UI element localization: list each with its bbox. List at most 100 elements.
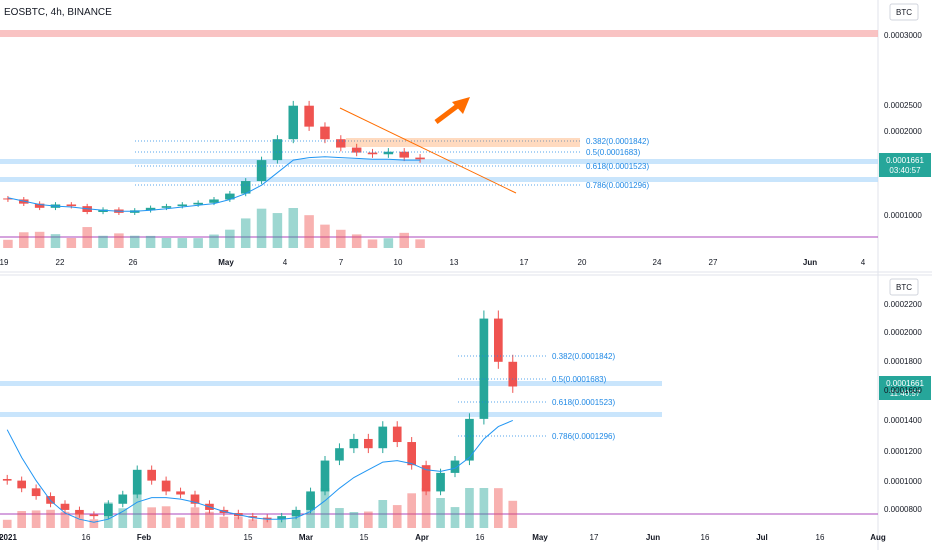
fib-level-label: 0.5(0.0001683) [552, 375, 607, 384]
candle-body [31, 488, 41, 497]
volume-bar [415, 239, 425, 248]
arrow-head [452, 97, 470, 114]
volume-bar [190, 507, 200, 528]
candle-body [145, 207, 156, 211]
y-tick-label: 0.0000800 [884, 505, 922, 514]
volume-bar [383, 238, 394, 248]
volume-bar [118, 508, 128, 528]
candle-body [104, 503, 113, 517]
candle-body [399, 151, 409, 158]
y-tick-label: 0.0002000 [884, 127, 922, 136]
candle-body [225, 193, 235, 200]
x-tick-label: 24 [653, 258, 662, 267]
volume-bar [34, 231, 45, 248]
arrow-shaft [434, 102, 462, 124]
candle-body [335, 448, 344, 461]
candle-body [450, 460, 460, 473]
x-tick-label: Jul [756, 533, 768, 542]
candle-body [132, 469, 142, 495]
x-tick-label: 1 [0, 533, 3, 542]
volume-bar [132, 490, 142, 528]
volume-bar [336, 229, 346, 248]
candle-body [349, 438, 359, 449]
candle-body [436, 472, 445, 492]
fib-level-label: 0.382(0.0001842) [552, 352, 616, 361]
x-tick-label: Aug [870, 533, 886, 542]
volume-bar [378, 500, 388, 528]
volume-bar [421, 488, 431, 528]
y-tick-label: 0.0001600 [884, 386, 922, 395]
x-tick-label: Jun [803, 258, 817, 267]
countdown-bottom: 11:40:57 [890, 389, 921, 398]
volume-bar [104, 502, 113, 528]
candle-body [421, 465, 431, 492]
x-tick-label: 15 [244, 533, 253, 542]
volume-bar [262, 519, 272, 528]
candle-body [161, 206, 172, 208]
fib-level-label: 0.618(0.0001523) [552, 398, 616, 407]
volume-bar [66, 238, 77, 248]
candle-body [378, 426, 388, 449]
volume-bar [335, 508, 344, 528]
volume-bar [46, 509, 55, 528]
volume-bar [161, 506, 171, 528]
candle-body [415, 157, 425, 160]
candle-body [161, 480, 171, 492]
horizontal-line [0, 159, 878, 164]
x-tick-label: 16 [701, 533, 710, 542]
volume-bar [98, 235, 108, 248]
x-tick-label: Jun [646, 533, 660, 542]
candle-body [479, 318, 489, 419]
x-tick-label: May [532, 533, 548, 542]
volume-bar [349, 512, 359, 528]
x-tick-label: 17 [590, 533, 599, 542]
volume-bar [288, 208, 299, 248]
volume-bar [304, 215, 314, 248]
candle-body [465, 418, 474, 461]
x-tick-label: 4 [283, 258, 288, 267]
last-price-badge-bottom: 0.0001661 11:40:57 [879, 376, 931, 400]
currency-badge-bottom[interactable]: BTC [889, 278, 919, 296]
fib-level-label: 0.618(0.0001523) [586, 162, 650, 171]
candle-body [508, 361, 518, 387]
last-price-badge-top: 0.0001661 03:40:57 [879, 153, 931, 177]
resistance-zone [346, 138, 580, 147]
candle-body [494, 318, 503, 362]
volume-bar [256, 208, 267, 248]
candle-body [407, 442, 416, 466]
candle-body [336, 139, 346, 148]
x-tick-label: 2021 [0, 533, 17, 542]
volume-bar [82, 227, 92, 248]
fib-level-label: 0.5(0.0001683) [586, 148, 641, 157]
y-tick-label: 0.0001800 [884, 357, 922, 366]
volume-bar [291, 511, 301, 528]
volume-bar [147, 507, 156, 528]
last-price-bottom: 0.0001661 [886, 379, 924, 388]
x-tick-label: 16 [82, 533, 91, 542]
symbol-title: EOSBTC, 4h, BINANCE [4, 7, 112, 18]
currency-badge-top[interactable]: BTC [889, 3, 919, 21]
y-tick-label: 0.0001200 [884, 447, 922, 456]
x-tick-label: Feb [137, 533, 151, 542]
volume-bar [407, 493, 416, 528]
candle-body [320, 126, 330, 140]
volume-bar [494, 488, 503, 528]
volume-bar [50, 234, 61, 248]
fib-level-label: 0.786(0.0001296) [586, 181, 650, 190]
x-tick-label: 27 [709, 258, 718, 267]
candle-body [34, 203, 45, 208]
y-tick-label: 0.0002500 [884, 101, 922, 110]
volume-bar [320, 488, 330, 528]
volume-bar [31, 510, 41, 528]
y-tick-label: 0.0002000 [884, 328, 922, 337]
x-tick-label: 19 [0, 258, 9, 267]
volume-bar [60, 511, 70, 528]
volume-bar [75, 514, 84, 528]
candle-body [118, 494, 128, 504]
y-tick-label: 0.0002200 [884, 300, 922, 309]
volume-bar [320, 224, 330, 248]
chart-marks: 0.0003000 0.0002500 0.0002000 0.0001000 19 22… [0, 30, 922, 542]
currency-label-bottom: BTC [896, 283, 912, 292]
candle-body [351, 147, 362, 153]
